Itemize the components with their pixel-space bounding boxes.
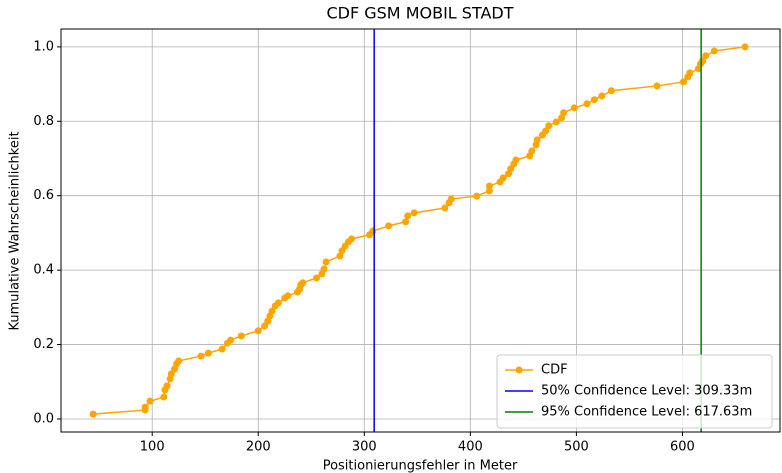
- data-point: [369, 227, 377, 235]
- data-point: [237, 332, 245, 340]
- data-point: [227, 336, 235, 344]
- y-tick-label: 1.0: [33, 39, 54, 54]
- x-tick-label: 200: [246, 440, 271, 455]
- data-point: [385, 222, 393, 230]
- y-tick-label: 0.8: [33, 114, 54, 129]
- x-tick-label: 300: [352, 440, 377, 455]
- data-point: [679, 78, 687, 86]
- data-point: [590, 96, 598, 104]
- data-point: [160, 393, 168, 401]
- data-point: [441, 204, 449, 212]
- data-point: [204, 349, 212, 357]
- data-point: [499, 174, 507, 182]
- data-point: [702, 52, 710, 60]
- data-point: [485, 187, 493, 195]
- data-point: [348, 235, 356, 243]
- data-point: [710, 47, 718, 55]
- data-point: [89, 410, 97, 418]
- data-point: [284, 292, 292, 300]
- y-tick-label: 0.0: [33, 411, 54, 426]
- y-tick-label: 0.6: [33, 188, 54, 203]
- data-point: [528, 147, 536, 155]
- data-point: [410, 209, 418, 217]
- data-point: [141, 403, 149, 411]
- data-point: [299, 279, 307, 287]
- data-point: [175, 357, 183, 365]
- data-point: [570, 104, 578, 112]
- chart-title: CDF GSM MOBIL STADT: [326, 4, 513, 23]
- x-tick-label: 400: [458, 440, 483, 455]
- data-point: [607, 87, 615, 95]
- data-point: [533, 136, 541, 144]
- y-tick-label: 0.4: [33, 263, 54, 278]
- data-point: [322, 258, 330, 266]
- legend-marker: [515, 366, 523, 374]
- data-point: [404, 212, 412, 220]
- data-point: [552, 118, 560, 126]
- data-point: [485, 182, 493, 190]
- legend: CDF 50% Confidence Level: 309.33m 95% Conf…: [496, 354, 773, 429]
- data-point: [686, 69, 694, 77]
- y-axis-label: Kumulative Wahrscheinlichkeit: [8, 131, 23, 330]
- data-point: [274, 299, 282, 307]
- x-axis-label: Positionierungsfehler in Meter: [323, 459, 518, 473]
- data-point: [583, 100, 591, 108]
- data-point: [545, 122, 553, 130]
- data-point: [163, 382, 171, 390]
- data-point: [197, 352, 205, 360]
- data-point: [512, 156, 520, 164]
- data-point: [268, 307, 276, 315]
- data-point: [560, 109, 568, 117]
- x-tick-label: 100: [140, 440, 165, 455]
- x-tick-label: 600: [670, 440, 695, 455]
- data-point: [473, 192, 481, 200]
- data-point: [313, 274, 321, 282]
- legend-box: [496, 354, 773, 429]
- legend-label: CDF: [541, 363, 568, 378]
- data-point: [402, 218, 410, 226]
- legend-label: 50% Confidence Level: 309.33m: [541, 384, 752, 399]
- x-tick-label: 500: [564, 440, 589, 455]
- data-point: [218, 345, 226, 353]
- data-point: [254, 327, 262, 335]
- legend-label: 95% Confidence Level: 617.63m: [541, 405, 752, 420]
- data-point: [598, 92, 606, 100]
- data-point: [741, 43, 749, 51]
- y-tick-label: 0.2: [33, 337, 54, 352]
- data-point: [320, 265, 328, 273]
- data-point: [447, 195, 455, 203]
- data-point: [146, 397, 154, 405]
- data-point: [542, 127, 550, 135]
- data-point: [653, 82, 661, 90]
- plot-frame: [60, 28, 781, 433]
